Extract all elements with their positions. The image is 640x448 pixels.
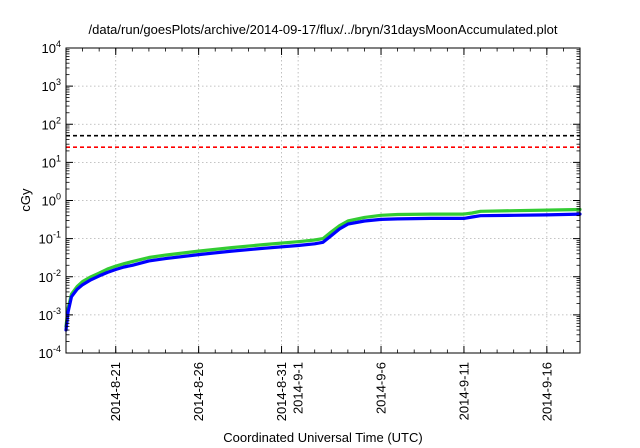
- chart-title: /data/run/goesPlots/archive/2014-09-17/f…: [89, 22, 558, 37]
- x-tick-label: 2014-8-26: [191, 362, 206, 421]
- y-tick-label: 100: [42, 192, 61, 209]
- x-tick-label: 2014-9-16: [539, 362, 554, 421]
- grid: [66, 48, 580, 353]
- x-axis: 2014-8-21 2014-8-26 2014-8-31 2014-9-1 2014-…: [82, 48, 564, 421]
- x-axis-label: Coordinated Universal Time (UTC): [223, 430, 422, 445]
- y-tick-label: 103: [42, 77, 61, 94]
- y-tick-label: 10-4: [39, 344, 61, 361]
- series-line-2: [64, 212, 582, 332]
- y-tick-label: 104: [42, 39, 61, 56]
- x-tick-label: 2014-9-1: [291, 362, 306, 414]
- x-tick-label: 2014-8-31: [274, 362, 289, 421]
- reference-lines: [66, 134, 580, 149]
- x-tick-label: 2014-8-21: [108, 362, 123, 421]
- y-tick-label: 101: [42, 153, 61, 170]
- y-tick-label: 10-3: [39, 306, 61, 323]
- y-axis: 10-4 10-3 10-2 10-1 100 101 102 103 104: [39, 39, 580, 361]
- y-tick-label: 102: [42, 115, 61, 132]
- series-line-1: [64, 207, 582, 328]
- y-tick-label: 10-1: [39, 230, 61, 247]
- x-tick-label: 2014-9-6: [374, 362, 389, 414]
- y-axis-label: cGy: [18, 188, 33, 212]
- x-tick-label: 2014-9-11: [456, 362, 471, 420]
- y-tick-label: 10-2: [39, 268, 61, 285]
- series-lines: [64, 207, 582, 332]
